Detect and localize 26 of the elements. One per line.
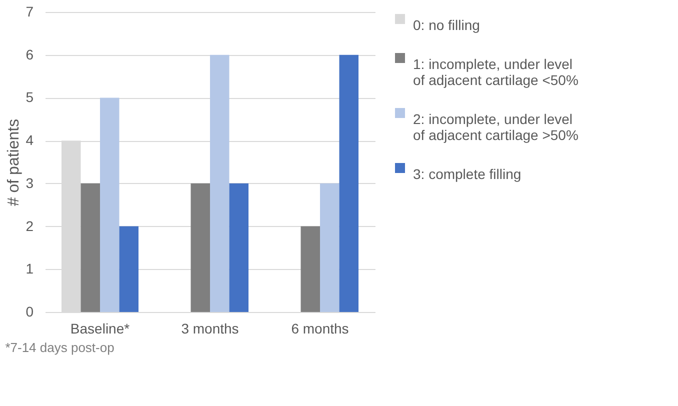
bar <box>320 183 340 312</box>
legend-label: 2: incomplete, under level of adjacent cartilage >50% <box>413 111 578 143</box>
x-tick-label: 6 months <box>291 320 349 336</box>
bar <box>229 183 248 312</box>
y-tick-label: 7 <box>26 4 34 20</box>
bar <box>119 226 138 312</box>
y-tick-label: 4 <box>26 132 34 148</box>
y-tick-label: 3 <box>26 174 34 191</box>
y-tick-label: 2 <box>26 218 34 234</box>
y-tick-label: 1 <box>26 260 34 277</box>
legend-label: 3: complete filling <box>413 166 522 182</box>
x-tick-label: 3 months <box>181 320 239 336</box>
x-tick-label: Baseline* <box>70 320 130 336</box>
y-axis-title: # of patients <box>6 118 23 206</box>
bar <box>339 54 358 312</box>
y-tick-label: 5 <box>26 89 34 106</box>
y-tick-label: 6 <box>26 46 34 62</box>
y-tick-label: 0 <box>26 304 34 320</box>
bar <box>210 54 230 312</box>
text: *7-14 days post-op <box>5 340 114 355</box>
legend-label: 0: no filling <box>413 17 480 33</box>
bar <box>80 183 100 312</box>
legend-label: 1: incomplete, under level of adjacent cartilage <50% <box>413 56 578 88</box>
bar <box>300 226 320 312</box>
bar <box>190 183 210 312</box>
bar <box>100 98 120 312</box>
